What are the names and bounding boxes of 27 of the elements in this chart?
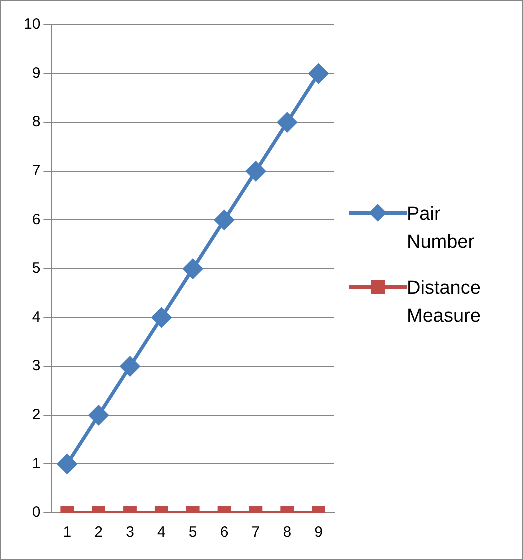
point <box>309 64 329 84</box>
y-tick-label: 7 <box>32 162 41 180</box>
legend-label: Distance Measure <box>407 277 482 329</box>
x-tick-label: 2 <box>94 524 103 542</box>
point <box>183 259 203 279</box>
x-tick-label: 4 <box>157 524 166 542</box>
y-tick-label: 8 <box>32 114 41 131</box>
x-tick-label: 8 <box>283 524 292 542</box>
y-tick-label: 10 <box>24 16 41 34</box>
x-tick-label: 9 <box>314 524 323 542</box>
x-tick-label: 1 <box>63 524 72 542</box>
x-tick-label: 5 <box>188 524 198 542</box>
y-tick-label: 6 <box>32 211 41 228</box>
point <box>214 210 234 230</box>
y-tick-label: 9 <box>32 64 41 82</box>
y-tick-label: 4 <box>32 308 41 326</box>
point <box>278 112 298 132</box>
point <box>246 162 266 182</box>
legend-label: Pair Number <box>407 203 476 255</box>
x-tick-label: 6 <box>220 524 229 542</box>
y-tick-label: 3 <box>32 358 41 375</box>
x-tick-label: 7 <box>252 524 260 542</box>
y-tick-label: 1 <box>32 455 41 472</box>
y-tick-label: 5 <box>32 260 41 278</box>
y-tick-label: 2 <box>32 406 41 424</box>
x-tick-label: 3 <box>126 524 134 542</box>
y-tick-label: 0 <box>32 504 41 522</box>
